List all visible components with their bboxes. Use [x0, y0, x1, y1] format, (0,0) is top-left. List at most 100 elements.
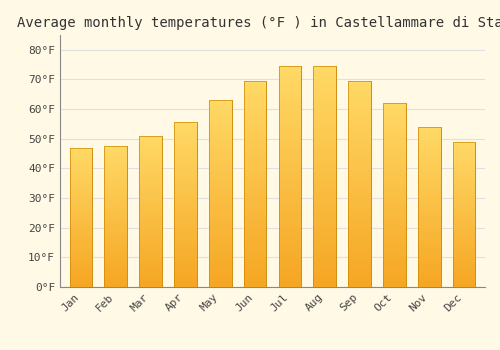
Bar	[278, 250, 301, 252]
Bar	[140, 230, 162, 231]
Bar	[104, 281, 127, 283]
Bar	[418, 281, 440, 282]
Bar	[278, 115, 301, 117]
Bar	[453, 286, 475, 287]
Bar	[174, 188, 197, 190]
Bar	[418, 193, 440, 194]
Bar	[104, 190, 127, 191]
Bar	[70, 253, 92, 255]
Bar	[70, 212, 92, 213]
Bar	[383, 261, 406, 263]
Bar	[383, 219, 406, 221]
Bar	[453, 235, 475, 236]
Bar	[348, 172, 371, 174]
Bar	[314, 95, 336, 97]
Bar	[314, 97, 336, 99]
Bar	[70, 273, 92, 274]
Bar	[418, 253, 440, 255]
Bar	[104, 178, 127, 180]
Bar	[383, 230, 406, 232]
Bar	[278, 79, 301, 82]
Bar	[453, 258, 475, 259]
Bar	[453, 155, 475, 156]
Bar	[383, 278, 406, 280]
Bar	[244, 273, 266, 275]
Bar	[348, 118, 371, 120]
Bar	[104, 217, 127, 218]
Bar	[453, 239, 475, 240]
Bar	[314, 186, 336, 188]
Bar	[278, 186, 301, 188]
Bar	[453, 190, 475, 191]
Bar	[418, 196, 440, 197]
Bar	[348, 258, 371, 260]
Bar	[244, 250, 266, 252]
Bar	[278, 146, 301, 148]
Bar	[70, 163, 92, 164]
Bar	[348, 256, 371, 258]
Bar	[278, 104, 301, 106]
Bar	[104, 162, 127, 163]
Bar	[104, 186, 127, 187]
Bar	[244, 254, 266, 256]
Bar	[278, 126, 301, 128]
Bar	[174, 165, 197, 167]
Bar	[278, 68, 301, 71]
Bar	[383, 103, 406, 287]
Bar	[140, 282, 162, 284]
Bar	[314, 124, 336, 126]
Bar	[278, 73, 301, 75]
Bar	[314, 221, 336, 223]
Bar	[244, 166, 266, 168]
Bar	[314, 247, 336, 250]
Bar	[70, 276, 92, 277]
Bar	[174, 134, 197, 135]
Bar	[209, 100, 232, 287]
Bar	[104, 252, 127, 253]
Bar	[314, 108, 336, 110]
Bar	[70, 152, 92, 153]
Bar	[140, 136, 162, 287]
Bar	[418, 220, 440, 221]
Bar	[140, 267, 162, 269]
Bar	[209, 209, 232, 210]
Bar	[140, 260, 162, 261]
Bar	[244, 219, 266, 221]
Bar	[244, 97, 266, 99]
Bar	[418, 231, 440, 232]
Bar	[453, 278, 475, 280]
Bar	[418, 215, 440, 217]
Bar	[244, 132, 266, 134]
Bar	[244, 227, 266, 229]
Bar	[209, 281, 232, 283]
Bar	[348, 188, 371, 190]
Bar	[244, 201, 266, 203]
Bar	[383, 124, 406, 125]
Bar	[453, 271, 475, 272]
Bar	[70, 188, 92, 189]
Bar	[244, 241, 266, 244]
Bar	[453, 216, 475, 217]
Bar	[453, 213, 475, 214]
Bar	[314, 75, 336, 77]
Bar	[278, 254, 301, 256]
Bar	[104, 169, 127, 170]
Bar	[348, 81, 371, 287]
Bar	[314, 267, 336, 270]
Bar	[209, 160, 232, 162]
Bar	[453, 203, 475, 204]
Bar	[453, 275, 475, 277]
Bar	[209, 171, 232, 173]
Bar	[209, 128, 232, 130]
Bar	[383, 105, 406, 107]
Bar	[348, 126, 371, 128]
Bar	[348, 201, 371, 203]
Bar	[140, 234, 162, 236]
Bar	[140, 189, 162, 190]
Bar	[174, 216, 197, 218]
Bar	[70, 245, 92, 247]
Bar	[348, 131, 371, 132]
Bar	[140, 169, 162, 170]
Bar	[140, 201, 162, 202]
Bar	[453, 274, 475, 275]
